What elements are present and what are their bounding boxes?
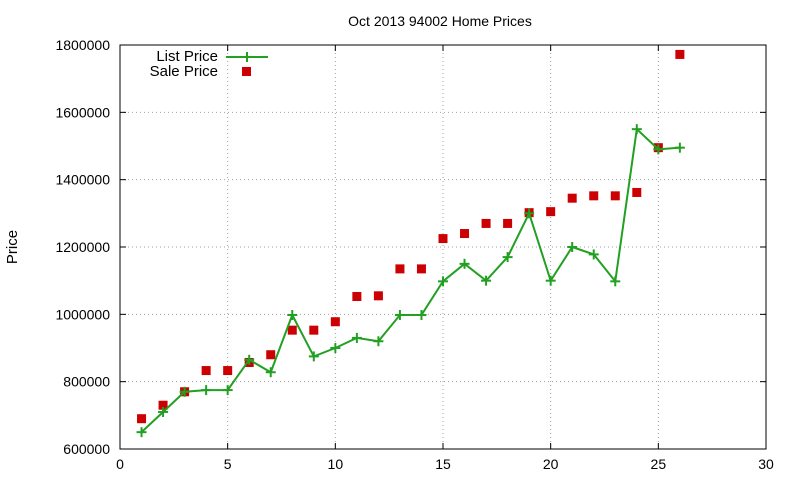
sale-price-point xyxy=(632,187,642,197)
sale-price-point xyxy=(266,350,276,360)
list-price-point xyxy=(502,252,513,263)
x-tick-label: 10 xyxy=(328,456,344,472)
sale-price-point xyxy=(460,229,470,239)
legend-label-sale-price: Sale Price xyxy=(150,63,218,80)
x-tick-label: 15 xyxy=(435,456,451,472)
list-price-point xyxy=(201,385,212,396)
legend-label-list-price: List Price xyxy=(156,48,218,65)
sale-price-point xyxy=(309,325,319,335)
plot-frame xyxy=(119,44,767,450)
list-price-point xyxy=(265,367,276,378)
y-tick-label: 800000 xyxy=(63,374,110,390)
x-tick-label: 25 xyxy=(651,456,667,472)
sale-price-point xyxy=(481,218,491,228)
series-layer xyxy=(136,49,685,438)
list-price-point xyxy=(373,336,384,347)
y-tick-label: 1800000 xyxy=(55,37,110,53)
y-tick-labels: 600000 800000 1000000 1200000 1400000 1600000… xyxy=(55,37,110,457)
list-price-line xyxy=(140,127,680,433)
y-tick-label: 1400000 xyxy=(55,172,110,188)
sale-price-point xyxy=(416,264,426,274)
y-axis-label: Price xyxy=(4,230,21,264)
list-price-point xyxy=(481,275,492,286)
sale-price-point xyxy=(546,207,556,217)
sale-price-point xyxy=(395,264,405,274)
sale-price-point xyxy=(137,414,147,424)
list-price-point xyxy=(394,310,405,321)
list-price-point xyxy=(459,258,470,269)
y-tick-label: 600000 xyxy=(63,441,110,457)
legend: List Price Sale Price xyxy=(150,48,268,80)
sale-price-point xyxy=(287,325,297,335)
list-price-point xyxy=(136,427,147,438)
y-tick-label: 1000000 xyxy=(55,306,110,322)
list-price-point xyxy=(330,343,341,353)
sale-price-point xyxy=(503,218,513,228)
sale-price-point xyxy=(438,234,448,244)
sale-price-point xyxy=(567,193,577,203)
x-tick-label: 30 xyxy=(758,456,774,472)
list-price-point xyxy=(416,310,427,321)
list-price-point xyxy=(244,354,255,365)
list-price-point xyxy=(222,385,233,396)
sale-price-point xyxy=(675,49,685,59)
list-price-point xyxy=(545,275,556,286)
legend-marker-sale-price xyxy=(242,67,251,76)
list-price-point xyxy=(631,124,642,135)
sale-price-point xyxy=(352,291,362,301)
x-tick-labels: 0 5 10 15 20 25 30 xyxy=(116,456,774,472)
y-tick-label: 1200000 xyxy=(55,239,110,255)
list-price-point xyxy=(610,276,621,287)
list-price-point xyxy=(438,276,448,287)
list-price-point xyxy=(567,242,578,252)
sale-price-point xyxy=(373,291,383,301)
list-price-point xyxy=(351,332,362,343)
legend-marker-list-price xyxy=(242,52,252,62)
list-price-point xyxy=(524,208,535,219)
list-price-point xyxy=(158,406,169,417)
y-tick-label: 1600000 xyxy=(55,104,110,120)
sale-price-point xyxy=(330,317,340,327)
sale-price-point xyxy=(158,400,168,410)
sale-price-point xyxy=(223,366,233,376)
gridlines xyxy=(120,45,766,449)
chart-title: Oct 2013 94002 Home Prices xyxy=(348,13,532,29)
x-tick-label: 20 xyxy=(543,456,559,472)
list-price-point xyxy=(653,144,664,155)
list-price-point xyxy=(179,386,190,397)
sale-price-point xyxy=(610,191,620,201)
sale-price-point xyxy=(589,191,599,201)
list-price-point xyxy=(287,310,298,321)
list-price-point xyxy=(308,351,319,362)
x-tick-label: 5 xyxy=(224,456,232,472)
list-price-point xyxy=(674,142,685,153)
sale-price-point xyxy=(201,366,211,376)
list-price-point xyxy=(588,249,599,260)
x-tick-label: 0 xyxy=(116,456,124,472)
